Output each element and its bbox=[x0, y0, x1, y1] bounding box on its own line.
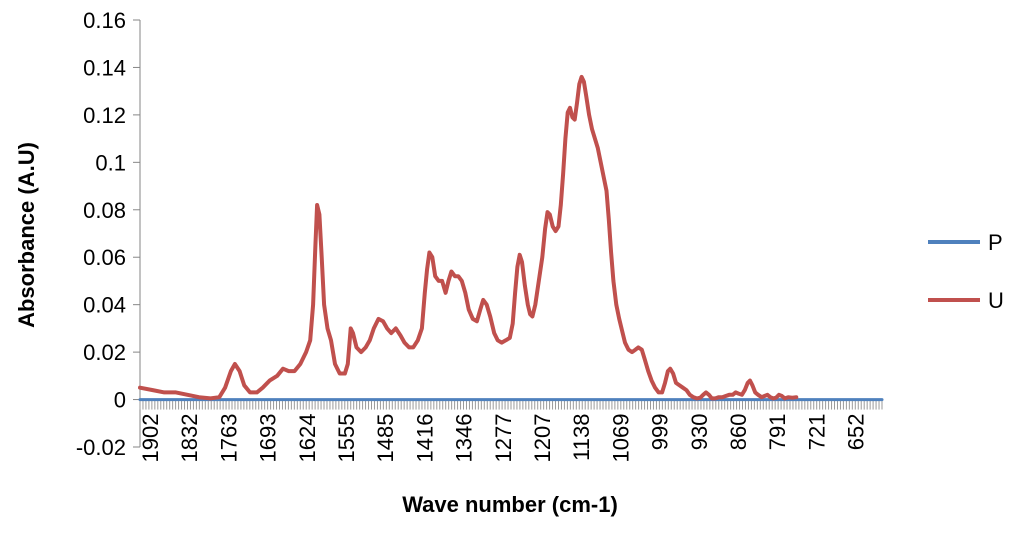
x-tick-label: 1416 bbox=[412, 414, 437, 463]
y-tick-label: 0.04 bbox=[83, 293, 126, 318]
y-tick-label: -0.02 bbox=[76, 435, 126, 460]
x-tick-label: 860 bbox=[726, 414, 751, 451]
x-axis-title: Wave number (cm-1) bbox=[402, 492, 618, 517]
y-tick-label: 0.06 bbox=[83, 245, 126, 270]
y-tick-label: 0.14 bbox=[83, 55, 126, 80]
y-tick-label: 0 bbox=[114, 388, 126, 413]
x-tick-label: 1069 bbox=[608, 414, 633, 463]
x-tick-label: 1277 bbox=[491, 414, 516, 463]
x-tick-label: 1346 bbox=[452, 414, 477, 463]
y-axis-title: Absorbance (A.U) bbox=[14, 142, 39, 328]
x-tick-label: 791 bbox=[765, 414, 790, 451]
x-tick-label: 1207 bbox=[530, 414, 555, 463]
x-tick-label: 1832 bbox=[177, 414, 202, 463]
x-tick-label: 1555 bbox=[334, 414, 359, 463]
y-tick-label: 0.12 bbox=[83, 103, 126, 128]
x-tick-label: 652 bbox=[844, 414, 869, 451]
series-line-u bbox=[140, 77, 796, 399]
legend-label-u: U bbox=[988, 288, 1004, 313]
x-tick-label: 1693 bbox=[256, 414, 281, 463]
x-tick-label: 1902 bbox=[138, 414, 163, 463]
y-tick-label: 0.02 bbox=[83, 340, 126, 365]
x-tick-label: 999 bbox=[648, 414, 673, 451]
y-tick-label: 0.08 bbox=[83, 198, 126, 223]
y-tick-label: 0.1 bbox=[95, 150, 126, 175]
x-tick-label: 1485 bbox=[373, 414, 398, 463]
y-tick-label: 0.16 bbox=[83, 8, 126, 33]
x-tick-label: 1763 bbox=[216, 414, 241, 463]
x-tick-label: 1624 bbox=[295, 414, 320, 463]
x-tick-label: 930 bbox=[687, 414, 712, 451]
legend-label-p: P bbox=[988, 230, 1003, 255]
x-tick-label: 721 bbox=[804, 414, 829, 451]
x-tick-label: 1138 bbox=[569, 414, 594, 461]
